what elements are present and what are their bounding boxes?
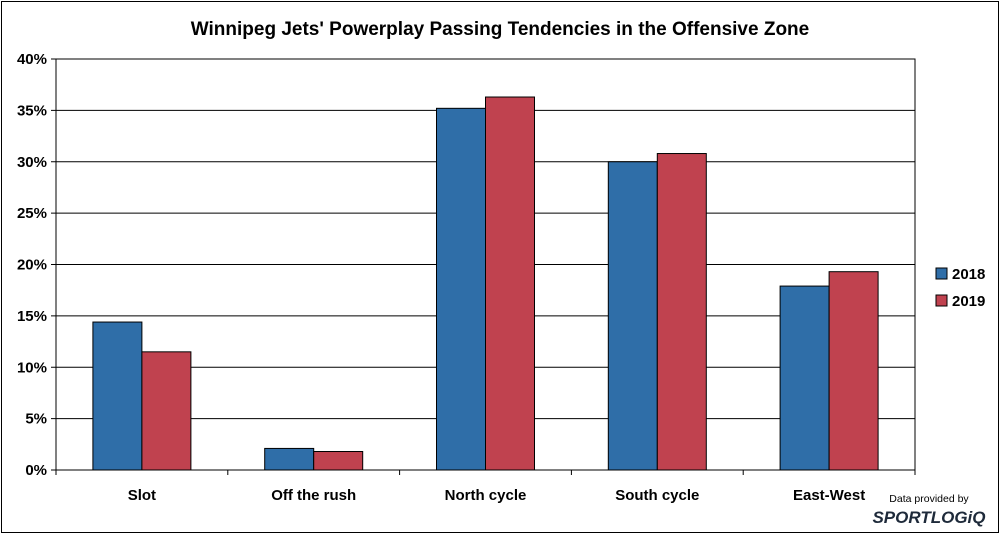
bar <box>828 271 879 471</box>
y-tick-label: 35% <box>17 102 47 119</box>
x-axis-categories: Slot Off the rush North cycle South cycle Ea… <box>128 487 865 504</box>
y-axis-ticks: 0% 5% 10% 15% 20% 25% 30% 35% 40% <box>17 51 56 479</box>
x-category-label: North cycle <box>445 487 527 504</box>
legend-swatch <box>935 294 948 307</box>
y-tick-label: 10% <box>17 359 47 376</box>
y-tick-label: 0% <box>25 462 47 479</box>
x-category-label: Off the rush <box>271 487 356 504</box>
y-tick-label: 5% <box>25 411 47 428</box>
y-tick-label: 20% <box>17 257 47 274</box>
legend-label: 2019 <box>952 293 985 310</box>
x-category-label: East-West <box>793 487 865 504</box>
y-tick-label: 25% <box>17 205 47 222</box>
x-category-label: South cycle <box>615 487 699 504</box>
bar <box>436 107 486 471</box>
legend-label: 2018 <box>952 266 985 283</box>
bar <box>779 285 830 471</box>
bars <box>92 96 879 471</box>
x-category-label: Slot <box>128 487 156 504</box>
plot-border <box>55 58 916 471</box>
axes <box>55 58 916 475</box>
bar <box>92 321 143 471</box>
bar <box>313 451 364 471</box>
y-tick-label: 15% <box>17 308 47 325</box>
bar <box>485 96 535 471</box>
bar <box>141 351 192 471</box>
bar <box>607 161 658 471</box>
legend: 2018 2019 <box>935 266 985 310</box>
sportlogiq-logo: SPORTLOGiQ <box>872 508 985 527</box>
bar <box>264 447 315 471</box>
bar <box>656 153 707 471</box>
y-tick-label: 30% <box>17 154 47 171</box>
y-tick-label: 40% <box>17 51 47 68</box>
chart-title: Winnipeg Jets' Powerplay Passing Tendenc… <box>191 19 809 40</box>
credit-text: Data provided by <box>889 493 969 505</box>
legend-swatch <box>935 267 948 280</box>
